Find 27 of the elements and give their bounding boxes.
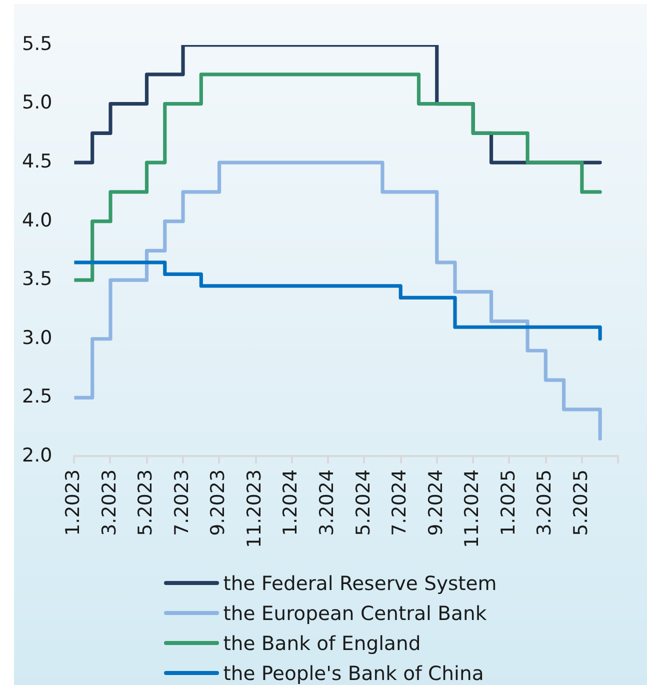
x-tick-label: 3.2024 (316, 469, 338, 536)
y-tick-label: 2.5 (22, 386, 52, 408)
x-tick-label: 9.2023 (207, 469, 230, 536)
y-tick-label: 5.5 (22, 32, 52, 55)
legend-label: the European Central Bank (223, 602, 487, 624)
x-tick-label: 3.2025 (534, 469, 556, 536)
legend-label: the People's Bank of China (223, 662, 484, 684)
legend-label: the Federal Reserve System (223, 572, 497, 594)
x-tick-label: 7.2023 (170, 469, 193, 536)
x-tick-label: 9.2024 (424, 469, 447, 536)
x-tick-label: 11.2024 (461, 469, 484, 548)
x-tick-label: 1.2024 (280, 469, 302, 536)
legend-label: the Bank of England (223, 632, 421, 654)
x-tick-label: 11.2023 (243, 469, 266, 548)
x-tick-label: 1.2023 (62, 469, 84, 536)
y-tick-label: 3.0 (22, 326, 52, 349)
x-tick-label: 3.2023 (98, 469, 120, 536)
y-tick-label: 3.5 (22, 268, 52, 290)
x-tick-label: 5.2024 (352, 469, 374, 536)
x-tick-label: 5.2023 (134, 469, 157, 536)
y-tick-label: 5.0 (22, 92, 52, 114)
y-tick-label: 4.5 (22, 150, 52, 172)
x-tick-label: 7.2024 (388, 469, 411, 536)
x-tick-label: 5.2025 (570, 469, 592, 536)
x-tick-label: 1.2025 (497, 469, 520, 536)
y-tick-label: 4.0 (22, 209, 52, 232)
y-tick-label: 2.0 (22, 444, 52, 466)
